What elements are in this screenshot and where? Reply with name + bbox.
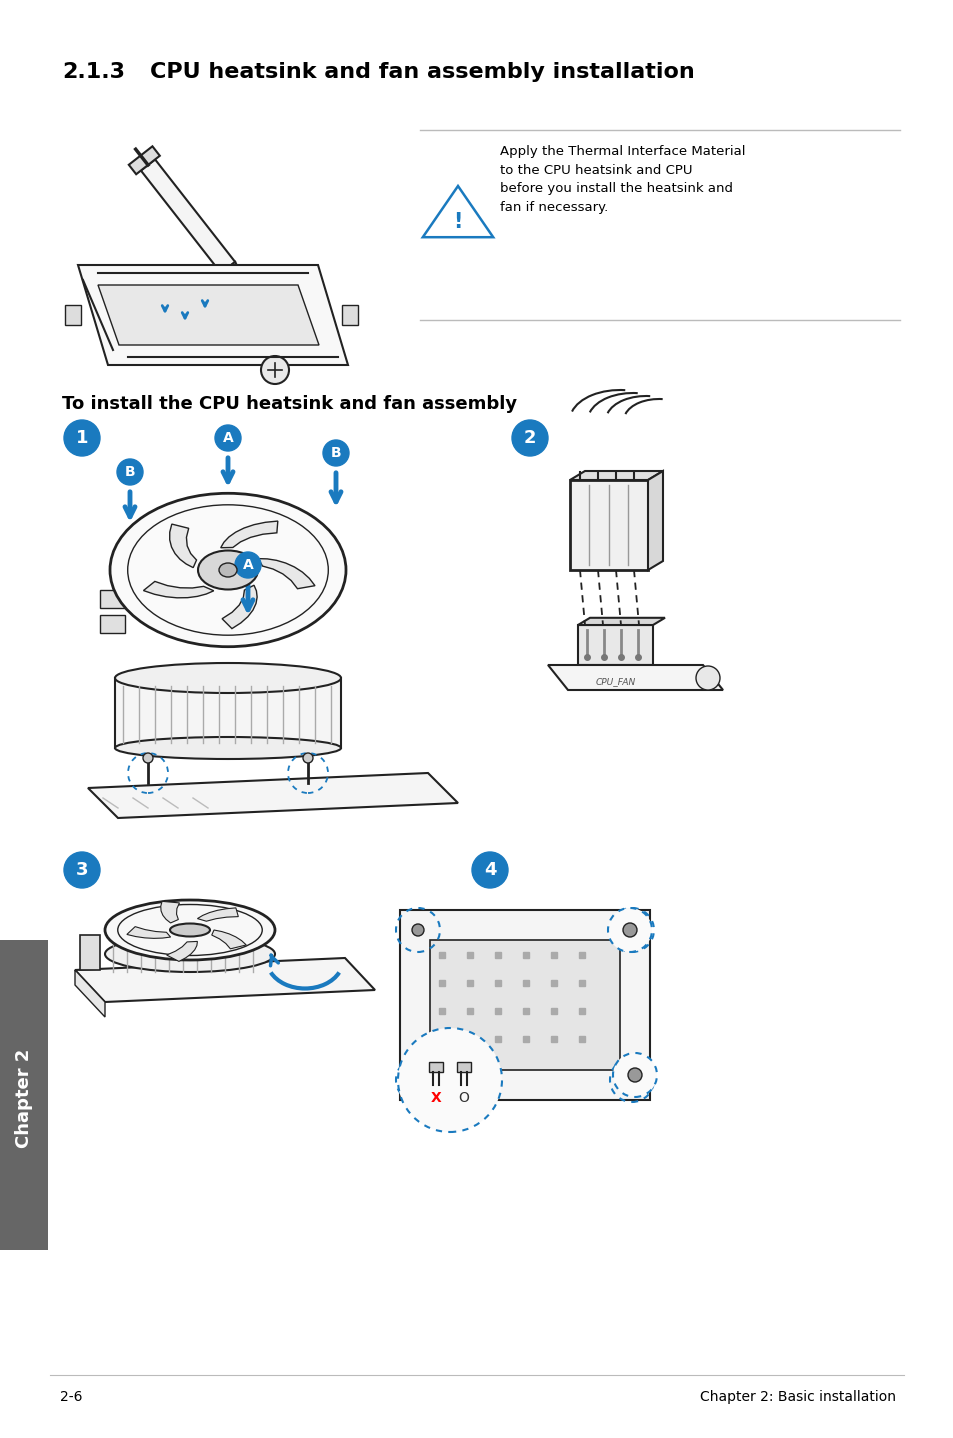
Circle shape xyxy=(234,552,261,578)
Polygon shape xyxy=(197,907,238,922)
Polygon shape xyxy=(578,618,664,626)
Circle shape xyxy=(64,851,100,889)
Polygon shape xyxy=(170,523,196,568)
Polygon shape xyxy=(430,940,619,1070)
Text: O: O xyxy=(458,1091,469,1104)
Polygon shape xyxy=(141,160,234,273)
Circle shape xyxy=(607,907,651,952)
Circle shape xyxy=(627,1068,641,1081)
Text: X: X xyxy=(430,1091,441,1104)
Circle shape xyxy=(143,754,152,764)
Ellipse shape xyxy=(198,551,257,590)
Polygon shape xyxy=(167,942,197,962)
Text: CPU heatsink and fan assembly installation: CPU heatsink and fan assembly installati… xyxy=(150,62,694,82)
Polygon shape xyxy=(399,910,649,1100)
Polygon shape xyxy=(647,472,662,569)
Polygon shape xyxy=(115,677,340,748)
Ellipse shape xyxy=(219,564,236,577)
Text: !: ! xyxy=(453,211,462,232)
Circle shape xyxy=(696,666,720,690)
Polygon shape xyxy=(143,581,213,598)
Text: 3: 3 xyxy=(75,861,89,879)
Polygon shape xyxy=(429,1063,442,1071)
Polygon shape xyxy=(221,262,248,292)
Text: Chapter 2: Chapter 2 xyxy=(15,1048,33,1148)
Polygon shape xyxy=(65,305,81,325)
Polygon shape xyxy=(98,285,318,345)
Polygon shape xyxy=(578,626,652,664)
Polygon shape xyxy=(212,930,246,949)
Polygon shape xyxy=(100,590,125,608)
Text: A: A xyxy=(222,431,233,444)
Polygon shape xyxy=(341,305,357,325)
Circle shape xyxy=(117,459,143,485)
Circle shape xyxy=(625,1074,638,1086)
Circle shape xyxy=(323,440,349,466)
Text: 4: 4 xyxy=(483,861,496,879)
Text: 2-6: 2-6 xyxy=(60,1391,82,1403)
Polygon shape xyxy=(80,935,100,971)
Text: 1: 1 xyxy=(75,429,89,447)
Polygon shape xyxy=(129,147,160,174)
Text: To install the CPU heatsink and fan assembly: To install the CPU heatsink and fan asse… xyxy=(62,395,517,413)
Polygon shape xyxy=(75,958,375,1002)
Text: 2.1.3: 2.1.3 xyxy=(62,62,125,82)
Text: Apply the Thermal Interface Material
to the CPU heatsink and CPU
before you inst: Apply the Thermal Interface Material to … xyxy=(499,145,744,213)
Circle shape xyxy=(412,925,423,936)
Ellipse shape xyxy=(105,936,274,972)
Text: Chapter 2: Basic installation: Chapter 2: Basic installation xyxy=(700,1391,895,1403)
Ellipse shape xyxy=(110,493,346,647)
Text: B: B xyxy=(331,446,341,460)
Ellipse shape xyxy=(170,923,210,936)
Circle shape xyxy=(472,851,507,889)
Text: B: B xyxy=(125,464,135,479)
Polygon shape xyxy=(547,664,722,690)
Circle shape xyxy=(622,923,637,938)
Circle shape xyxy=(303,754,313,764)
Polygon shape xyxy=(75,971,105,1017)
Polygon shape xyxy=(161,902,179,923)
FancyBboxPatch shape xyxy=(0,940,48,1250)
Circle shape xyxy=(625,925,638,936)
Polygon shape xyxy=(456,1063,471,1071)
Polygon shape xyxy=(222,585,257,628)
Polygon shape xyxy=(258,558,314,588)
Polygon shape xyxy=(220,521,277,548)
Text: 2: 2 xyxy=(523,429,536,447)
Circle shape xyxy=(512,420,547,456)
Polygon shape xyxy=(78,265,348,365)
Circle shape xyxy=(397,1028,501,1132)
Text: CPU_FAN: CPU_FAN xyxy=(595,677,635,686)
Ellipse shape xyxy=(105,900,274,961)
Circle shape xyxy=(261,357,289,384)
Polygon shape xyxy=(100,615,125,633)
Circle shape xyxy=(64,420,100,456)
Circle shape xyxy=(412,1074,423,1086)
Circle shape xyxy=(613,1053,657,1097)
Polygon shape xyxy=(569,472,662,480)
Text: A: A xyxy=(242,558,253,572)
Polygon shape xyxy=(127,926,171,939)
Polygon shape xyxy=(569,480,647,569)
Ellipse shape xyxy=(115,738,340,759)
Polygon shape xyxy=(88,774,457,818)
Ellipse shape xyxy=(115,663,340,693)
Circle shape xyxy=(214,426,241,452)
